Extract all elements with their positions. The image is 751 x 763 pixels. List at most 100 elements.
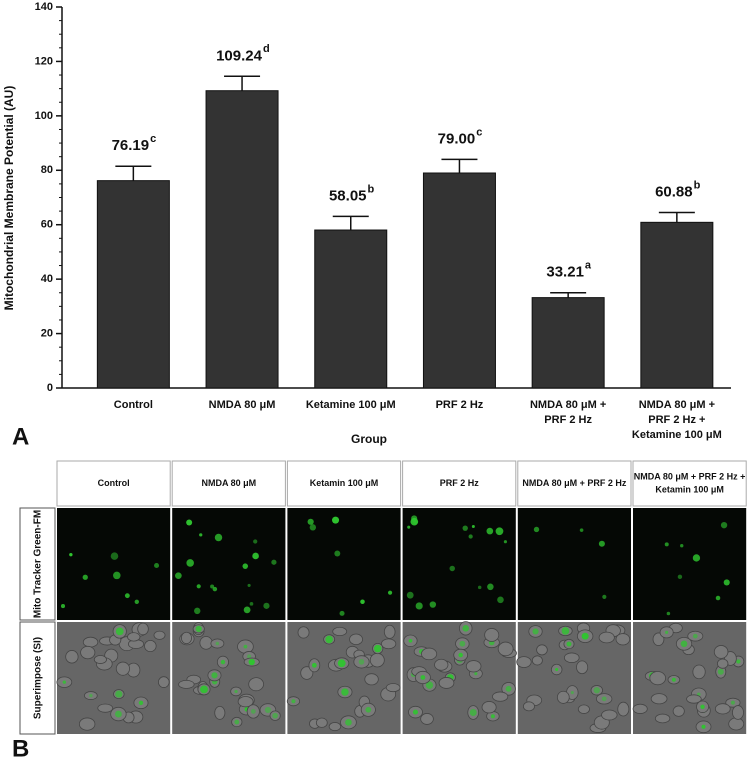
bar bbox=[531, 297, 605, 389]
fluorescence bbox=[407, 525, 411, 529]
fluorescence bbox=[720, 521, 728, 529]
fluorescence bbox=[243, 644, 248, 649]
fluorescence bbox=[459, 640, 466, 647]
row-header-text: Superimpose (SI) bbox=[33, 637, 44, 719]
fluorescence bbox=[124, 593, 130, 599]
fluorescence bbox=[200, 685, 208, 694]
bar bbox=[96, 180, 170, 389]
fluorescence bbox=[214, 533, 223, 542]
fluorescence bbox=[701, 724, 706, 729]
fluorescence bbox=[495, 527, 504, 536]
fluorescence bbox=[263, 602, 270, 609]
cell bbox=[434, 658, 449, 671]
cell bbox=[481, 701, 497, 714]
cell bbox=[484, 628, 500, 642]
column-header bbox=[171, 460, 286, 507]
cell bbox=[717, 658, 729, 669]
fluorescence bbox=[487, 583, 494, 591]
micrograph bbox=[632, 622, 747, 734]
cell bbox=[380, 638, 397, 650]
fluorescence bbox=[429, 601, 437, 608]
cell bbox=[144, 639, 157, 653]
cell bbox=[300, 666, 314, 680]
panel-label: B bbox=[12, 735, 29, 762]
micrograph bbox=[287, 508, 401, 620]
fluorescence bbox=[115, 710, 122, 718]
column-header bbox=[56, 460, 171, 507]
significance-letter: d bbox=[263, 43, 270, 55]
x-tick-label: NMDA 80 μM + bbox=[639, 399, 715, 411]
cell bbox=[632, 703, 648, 714]
fluorescence bbox=[680, 544, 684, 548]
y-tick-label: 80 bbox=[41, 164, 53, 176]
cell bbox=[686, 694, 702, 704]
column-header-text: NMDA 80 μM bbox=[201, 478, 256, 488]
row-header bbox=[19, 621, 56, 735]
x-tick-label: PRF 2 Hz + bbox=[648, 414, 705, 426]
panel-label: A bbox=[12, 423, 29, 450]
fluorescence bbox=[138, 700, 144, 706]
fluorescence bbox=[186, 559, 194, 567]
fluorescence bbox=[358, 659, 365, 665]
fluorescence bbox=[692, 554, 701, 562]
fluorescence bbox=[134, 599, 139, 604]
error-bar bbox=[441, 158, 478, 174]
cell bbox=[297, 626, 310, 639]
fluorescence bbox=[692, 633, 698, 639]
value-label: 58.05 bbox=[329, 187, 367, 204]
fluorescence bbox=[264, 706, 271, 713]
column-header-text: PRF 2 Hz bbox=[440, 478, 480, 488]
fluorescence bbox=[345, 719, 352, 726]
cell bbox=[714, 703, 731, 715]
cell bbox=[369, 652, 385, 668]
cell bbox=[237, 696, 254, 708]
cell bbox=[577, 704, 590, 714]
fluorescence bbox=[671, 677, 676, 682]
x-tick-label: Ketamine 100 μM bbox=[632, 429, 722, 441]
cell bbox=[617, 701, 630, 717]
micrograph-bg bbox=[287, 508, 401, 620]
error-bar bbox=[332, 215, 369, 231]
fluorescence bbox=[212, 586, 218, 592]
value-label: 76.19 bbox=[112, 137, 150, 154]
cell bbox=[383, 624, 396, 639]
fluorescence bbox=[248, 658, 255, 666]
fluorescence bbox=[664, 542, 669, 547]
micrograph bbox=[402, 621, 517, 734]
bar bbox=[422, 172, 496, 389]
micrograph bbox=[516, 622, 631, 734]
fluorescence bbox=[505, 685, 512, 692]
fluorescence bbox=[196, 584, 201, 589]
fluorescence bbox=[462, 625, 470, 632]
x-tick-label: PRF 2 Hz bbox=[436, 399, 484, 411]
fluorescence bbox=[717, 668, 724, 675]
significance-letter: b bbox=[694, 179, 701, 191]
cell bbox=[652, 632, 665, 646]
cell bbox=[93, 655, 107, 664]
micrograph bbox=[402, 508, 516, 620]
fluorescence bbox=[252, 552, 259, 560]
fluorescence bbox=[474, 672, 478, 676]
column-header bbox=[402, 460, 517, 507]
y-tick-label: 120 bbox=[35, 55, 53, 67]
cell bbox=[180, 631, 192, 645]
fluorescence bbox=[415, 602, 423, 610]
fluorescence bbox=[602, 594, 607, 599]
cell bbox=[328, 722, 342, 732]
cell bbox=[214, 705, 226, 720]
micrograph bbox=[57, 508, 171, 620]
cell bbox=[364, 673, 379, 686]
cell bbox=[650, 693, 668, 705]
fluorescence bbox=[566, 641, 572, 647]
y-tick-label: 140 bbox=[35, 1, 53, 13]
cell bbox=[332, 626, 348, 637]
fluorescence bbox=[677, 574, 683, 580]
micrograph bbox=[517, 508, 631, 620]
cell bbox=[522, 701, 535, 712]
cell bbox=[516, 656, 532, 668]
fluorescence bbox=[730, 700, 735, 705]
fluorescence bbox=[311, 662, 317, 668]
cell bbox=[654, 713, 671, 724]
fluorescence bbox=[115, 690, 123, 698]
